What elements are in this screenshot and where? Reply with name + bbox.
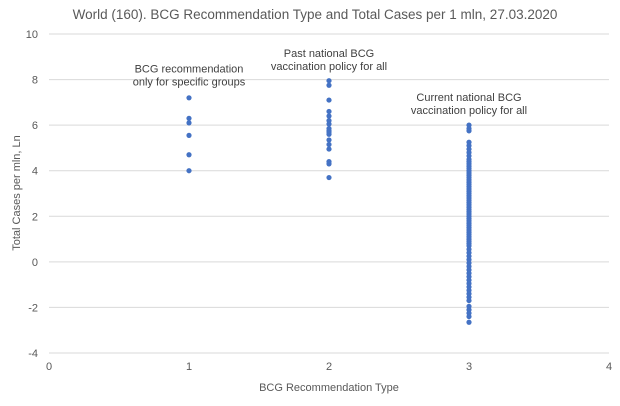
y-tick-label: -2 <box>28 302 38 314</box>
data-point <box>326 78 332 84</box>
data-point <box>326 146 332 152</box>
data-point <box>466 128 472 134</box>
annotation-line: vaccination policy for all <box>271 61 387 73</box>
data-point <box>186 168 192 174</box>
y-axis-label: Total Cases per mln, Ln <box>11 135 23 251</box>
annotation-line: only for specific groups <box>133 77 246 89</box>
annotation-line: BCG recommendation <box>135 64 244 76</box>
x-tick-label: 4 <box>606 361 612 373</box>
x-tick-label: 1 <box>186 361 192 373</box>
data-point <box>326 113 332 119</box>
data-point <box>186 115 192 121</box>
y-tick-label: 8 <box>32 75 38 87</box>
annotations: BCG recommendation only for specific grou… <box>133 48 527 117</box>
y-tick-label: 4 <box>32 166 38 178</box>
data-point <box>326 97 332 103</box>
annotation-line: Past national BCG <box>284 48 375 60</box>
y-tick-label: 0 <box>32 257 38 269</box>
data-point <box>326 108 332 115</box>
data-point <box>186 152 192 158</box>
data-point <box>326 82 332 88</box>
data-point <box>466 297 472 304</box>
data-point <box>186 95 192 101</box>
x-tick-label: 2 <box>326 361 332 373</box>
data-point <box>186 120 192 126</box>
data-point <box>186 132 192 138</box>
data-point <box>326 121 332 127</box>
axes: -4 -2 0 2 4 6 8 10 0 1 2 3 4 <box>26 29 612 373</box>
data-point <box>466 313 472 320</box>
data-points <box>186 78 472 325</box>
x-axis-label: BCG Recommendation Type <box>259 382 399 394</box>
grid <box>49 33 609 308</box>
y-tick-label: -4 <box>28 348 38 360</box>
annotation-line: Current national BCG <box>416 92 521 104</box>
group-annotation: Current national BCG vaccination policy f… <box>411 92 527 117</box>
group-annotation: BCG recommendation only for specific grou… <box>133 64 246 89</box>
chart-title: World (160). BCG Recommendation Type and… <box>73 7 558 22</box>
y-tick-label: 6 <box>32 120 38 132</box>
data-point <box>326 131 332 137</box>
x-tick-label: 3 <box>466 361 472 373</box>
annotation-line: vaccination policy for all <box>411 105 527 117</box>
y-tick-label: 2 <box>32 211 38 223</box>
y-tick-label: 10 <box>26 29 38 41</box>
group-annotation: Past national BCG vaccination policy for … <box>271 48 387 73</box>
data-point <box>326 161 332 167</box>
data-point <box>326 137 332 143</box>
data-point <box>326 141 332 148</box>
data-point <box>466 319 472 325</box>
x-tick-label: 0 <box>46 361 52 373</box>
data-point <box>326 174 332 181</box>
